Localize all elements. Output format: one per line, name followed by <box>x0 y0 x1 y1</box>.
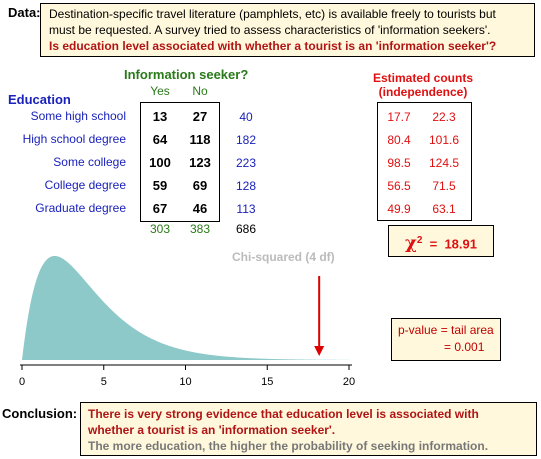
x-tick-label-5: 5 <box>101 376 107 388</box>
description-line-2: must be requested. A survey tried to ass… <box>49 23 491 37</box>
grand-total: 686 <box>235 222 257 236</box>
est-no-1: 101.6 <box>428 133 460 147</box>
row-label-some-high-school: Some high school <box>30 109 126 123</box>
chi-squared-value: 18.91 <box>444 236 477 252</box>
row-title: Education <box>8 92 71 107</box>
row-total-4: 113 <box>236 202 256 216</box>
column-header-yes: Yes <box>150 84 170 98</box>
est-no-2: 124.5 <box>428 156 460 170</box>
conclusion-box: There is very strong evidence that educa… <box>80 402 537 456</box>
est-no-3: 71.5 <box>432 179 456 193</box>
row-label-high-school-degree: High school degree <box>22 132 126 146</box>
cell-no-4: 46 <box>192 201 208 216</box>
distribution-area <box>22 256 349 360</box>
est-yes-1: 80.4 <box>387 133 411 147</box>
x-tick-label-20: 20 <box>343 376 355 388</box>
x-axis-ticks: 0 5 10 15 20 <box>19 365 355 388</box>
estimated-title-line-1: Estimated counts <box>372 71 474 85</box>
description-line-1: Destination-specific travel literature (… <box>49 7 496 21</box>
estimated-table-box <box>377 102 472 221</box>
cell-yes-3: 59 <box>152 178 168 193</box>
cell-no-1: 118 <box>189 132 211 147</box>
x-tick-label-10: 10 <box>179 376 191 388</box>
data-label: Data: <box>8 5 41 20</box>
column-header-no: No <box>192 84 208 98</box>
row-total-2: 223 <box>235 156 257 170</box>
est-yes-2: 98.5 <box>387 156 411 170</box>
est-no-0: 22.3 <box>432 110 456 124</box>
row-total-1: 182 <box>235 133 257 147</box>
conclusion-line-2: whether a tourist is an 'information see… <box>88 423 336 437</box>
conclusion-line-3: The more education, the higher the proba… <box>88 439 489 453</box>
conclusion-line-1: There is very strong evidence that educa… <box>88 407 479 421</box>
chi-squared-curve-chart: 0 5 10 15 20 <box>19 256 355 388</box>
observed-value-arrow <box>314 276 325 356</box>
distribution-label: Chi-squared (4 df) <box>232 250 335 264</box>
cell-yes-2: 100 <box>149 155 171 170</box>
est-no-4: 63.1 <box>432 202 456 216</box>
cell-no-3: 69 <box>192 178 208 193</box>
cell-no-0: 27 <box>192 109 208 124</box>
row-label-college-degree: College degree <box>44 178 126 192</box>
column-title: Information seeker? <box>124 67 249 82</box>
p-value-line-1: p-value = tail area <box>398 323 494 337</box>
row-total-3: 128 <box>235 179 257 193</box>
column-total-yes: 303 <box>149 222 171 236</box>
chi-superscript: 2 <box>416 235 423 246</box>
cell-yes-1: 64 <box>152 132 168 147</box>
cell-no-2: 123 <box>189 155 211 170</box>
arrow-head <box>314 346 325 356</box>
row-label-some-college: Some college <box>53 155 126 169</box>
chi-equals: = <box>429 236 438 252</box>
p-value-box: p-value = tail area = 0.001 <box>391 318 501 361</box>
p-value-line-2: = 0.001 <box>444 340 485 354</box>
chi-squared-statistic-box: χ2 = 18.91 <box>388 225 494 257</box>
chi-symbol: χ <box>404 232 417 254</box>
research-question: Is education level associated with wheth… <box>49 39 497 53</box>
column-total-no: 383 <box>189 222 211 236</box>
row-total-0: 40 <box>239 110 253 124</box>
x-tick-label-0: 0 <box>19 376 25 388</box>
data-description-box: Destination-specific travel literature (… <box>40 3 535 57</box>
est-yes-4: 49.9 <box>387 202 411 216</box>
conclusion-label: Conclusion: <box>2 406 78 421</box>
observed-table-box <box>140 102 220 222</box>
est-yes-3: 56.5 <box>387 179 411 193</box>
cell-yes-0: 13 <box>152 109 168 124</box>
cell-yes-4: 67 <box>152 201 168 216</box>
x-tick-label-15: 15 <box>261 376 273 388</box>
estimated-title-line-2: (independence) <box>378 85 468 99</box>
est-yes-0: 17.7 <box>387 110 411 124</box>
row-label-graduate-degree: Graduate degree <box>35 201 126 215</box>
